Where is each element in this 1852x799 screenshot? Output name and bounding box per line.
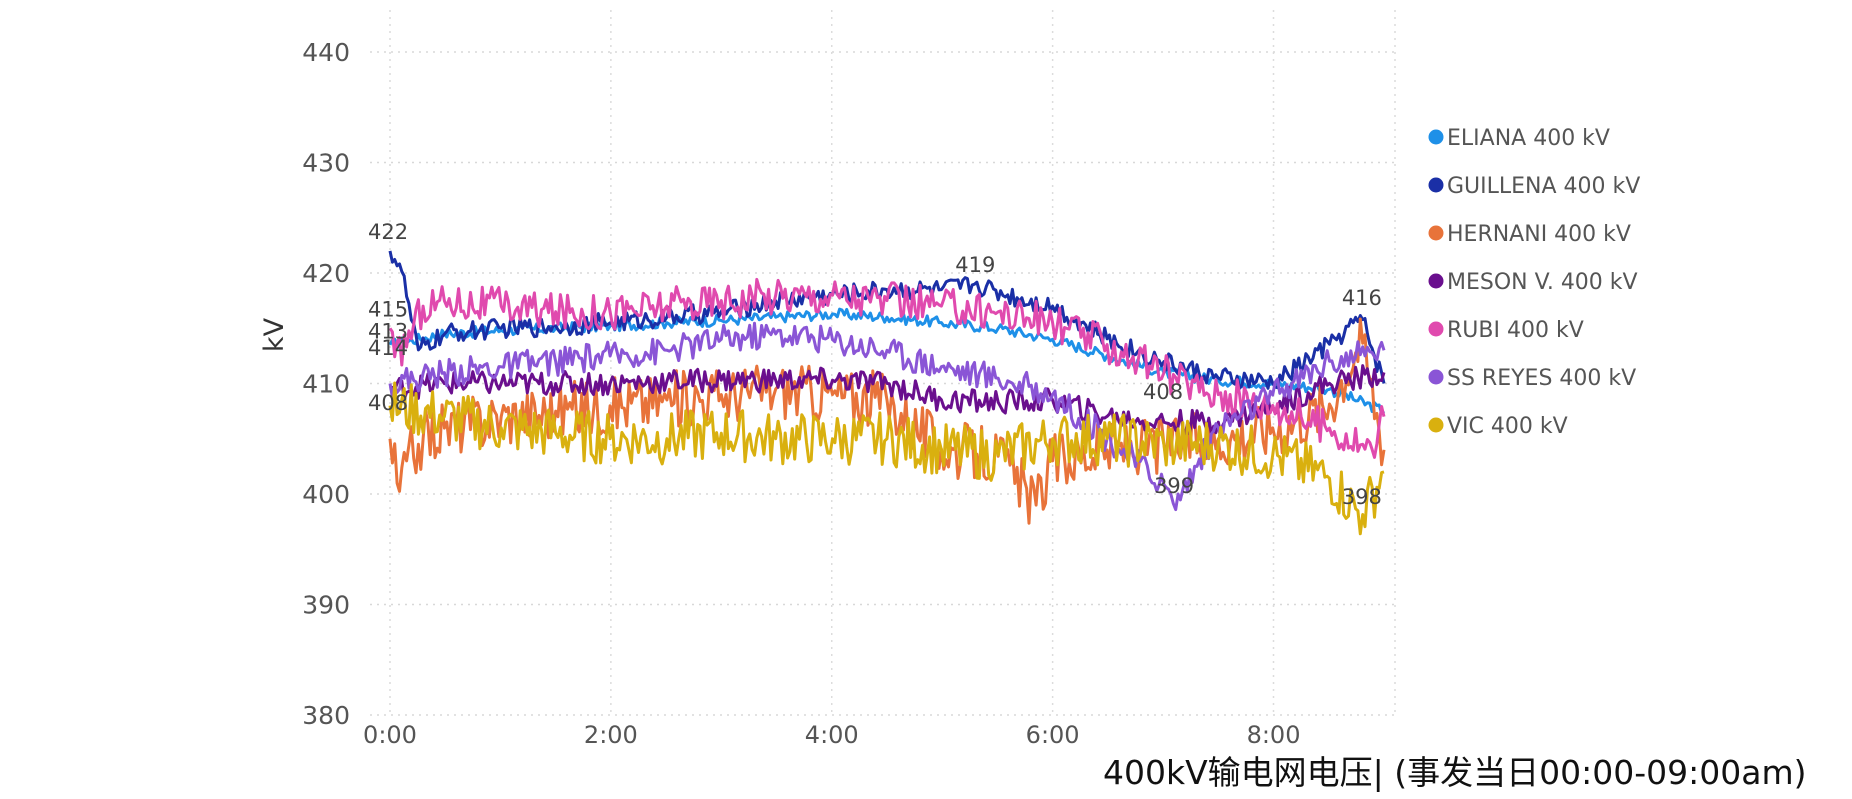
legend: ELIANA 400 kV GUILLENA 400 kV HERNANI 400 …: [1428, 126, 1640, 439]
y-axis-label: kV: [259, 317, 290, 352]
y-tick-label: 390: [302, 591, 350, 620]
legend-marker: [1428, 321, 1444, 337]
data-label: 414: [368, 336, 408, 360]
x-tick-label: 2:00: [584, 721, 638, 749]
series-line: [388, 250, 1386, 390]
y-tick-label: 380: [302, 701, 350, 730]
data-label: 408: [1143, 380, 1183, 404]
series-line: [388, 381, 1385, 536]
data-label: 399: [1154, 474, 1194, 498]
series-lines: [388, 250, 1386, 536]
grid: [370, 10, 1396, 716]
legend-label: GUILLENA 400 kV: [1447, 174, 1640, 199]
legend-marker: [1428, 129, 1444, 145]
series-line: [388, 277, 1386, 459]
data-label: 408: [368, 391, 408, 415]
legend-label: HERNANI 400 kV: [1447, 222, 1631, 247]
x-tick-label: 0:00: [363, 721, 417, 749]
legend-label: ELIANA 400 kV: [1447, 126, 1610, 151]
chart-caption: 400kV输电网电压| (事发当日00:00-09:00am): [1103, 753, 1807, 792]
legend-label: VIC 400 kV: [1447, 414, 1568, 439]
legend-marker: [1428, 225, 1444, 241]
series-line: [388, 321, 1386, 512]
data-label: 398: [1342, 485, 1382, 509]
data-label: 413: [368, 319, 408, 343]
data-label: 415: [368, 297, 408, 321]
legend-marker: [1428, 417, 1444, 433]
y-tick-label: 430: [302, 149, 350, 178]
x-tick-label: 4:00: [805, 721, 859, 749]
legend-marker: [1428, 177, 1444, 193]
y-tick-label: 400: [302, 480, 350, 509]
data-label: 422: [368, 220, 408, 244]
y-tick-label: 420: [302, 259, 350, 288]
x-tick-label: 6:00: [1026, 721, 1080, 749]
axes: 380 390 400 410 420 430 440 0:00 2:00 4:00 6:00 8:0…: [259, 38, 1300, 749]
data-label: 419: [955, 253, 995, 277]
legend-marker: [1428, 273, 1444, 289]
data-label: 416: [1342, 286, 1382, 310]
y-tick-label: 410: [302, 370, 350, 399]
y-tick-label: 440: [302, 38, 350, 67]
legend-marker: [1428, 369, 1444, 385]
series-line: [389, 364, 1386, 436]
legend-label: RUBI 400 kV: [1447, 318, 1584, 343]
legend-label: SS REYES 400 kV: [1447, 366, 1636, 391]
legend-label: MESON V. 400 kV: [1447, 270, 1638, 295]
x-tick-label: 8:00: [1247, 721, 1301, 749]
